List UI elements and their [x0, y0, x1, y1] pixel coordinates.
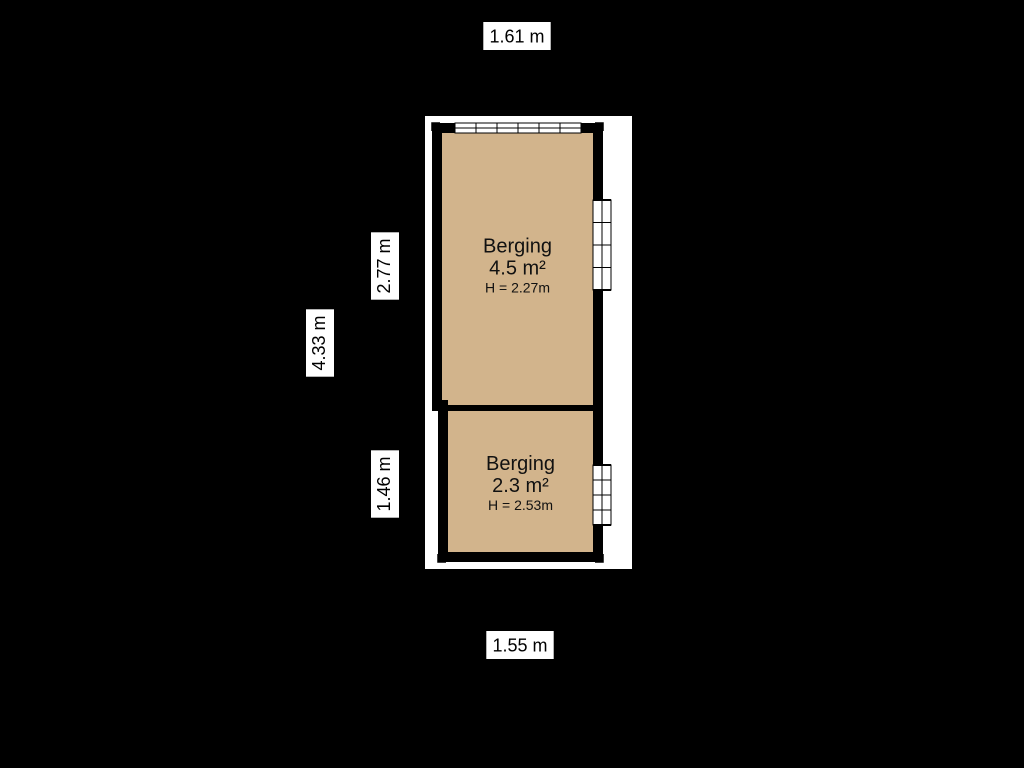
berging-lower-area: 2.3 m²	[492, 475, 549, 497]
berging-lower-height: H = 2.53m	[488, 497, 553, 513]
floorplan: Berging4.5 m²H = 2.27mBerging2.3 m²H = 2…	[0, 0, 1024, 768]
dim-left-lower: 1.46 m	[371, 443, 399, 525]
dim-text-left-total: 4.33 m	[309, 315, 329, 370]
berging-upper-area: 4.5 m²	[489, 258, 546, 280]
inner-wall-rect	[432, 405, 603, 411]
berging-upper-height: H = 2.27m	[485, 280, 550, 296]
dim-text-left-lower: 1.46 m	[374, 456, 394, 511]
dim-left-upper: 2.77 m	[371, 225, 399, 307]
berging-lower-name: Berging	[486, 453, 555, 475]
dim-left-total: 4.33 m	[306, 302, 334, 384]
berging-upper-label-group: Berging4.5 m²H = 2.27m	[483, 236, 552, 296]
dim-top-width: 1.61 m	[476, 22, 558, 50]
berging-lower-label-group: Berging2.3 m²H = 2.53m	[486, 453, 555, 513]
dim-text-bottom-width: 1.55 m	[492, 635, 547, 655]
dim-text-left-upper: 2.77 m	[374, 238, 394, 293]
berging-upper-name: Berging	[483, 236, 552, 258]
dim-bottom-width: 1.55 m	[479, 631, 561, 659]
dim-text-top-width: 1.61 m	[489, 26, 544, 46]
